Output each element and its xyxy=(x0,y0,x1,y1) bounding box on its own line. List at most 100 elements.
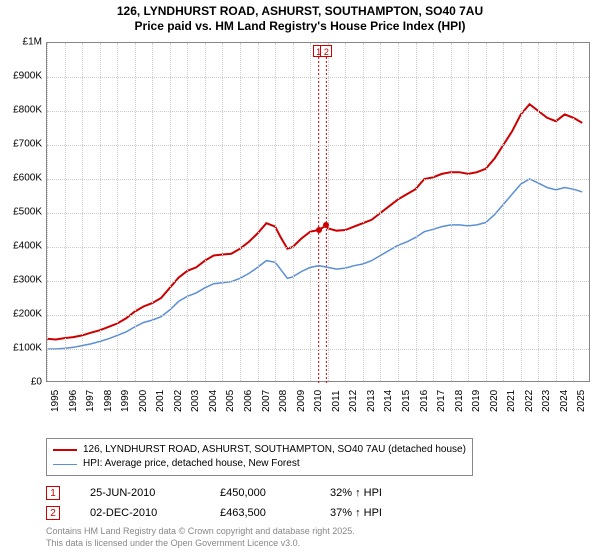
x-axis-label: 2007 xyxy=(261,390,272,412)
gridline-h xyxy=(47,213,589,214)
gridline-v xyxy=(433,43,434,381)
y-axis-label: £400K xyxy=(13,241,42,252)
gridline-v xyxy=(416,43,417,381)
transaction-price: £450,000 xyxy=(220,487,300,499)
gridline-v xyxy=(65,43,66,381)
gridline-v xyxy=(538,43,539,381)
gridline-v xyxy=(310,43,311,381)
transaction-rows: 1 25-JUN-2010 £450,000 32% ↑ HPI 2 02-DEC-201… xyxy=(46,486,586,520)
x-axis-label: 2022 xyxy=(524,390,535,412)
sale-point xyxy=(323,222,329,228)
gridline-v xyxy=(486,43,487,381)
x-axis-label: 2019 xyxy=(471,390,482,412)
x-axis-label: 1998 xyxy=(103,390,114,412)
gridline-h xyxy=(47,77,589,78)
x-axis-label: 2001 xyxy=(155,390,166,412)
gridline-v xyxy=(398,43,399,381)
title-line-1: 126, LYNDHURST ROAD, ASHURST, SOUTHAMPTO… xyxy=(0,4,600,19)
x-axis-label: 2025 xyxy=(576,390,587,412)
x-axis-label: 2016 xyxy=(419,390,430,412)
x-axis-label: 2020 xyxy=(489,390,500,412)
gridline-v xyxy=(468,43,469,381)
transaction-price: £463,500 xyxy=(220,507,300,519)
chart-area: 12 £0£100K£200K£300K£400K£500K£600K£700K… xyxy=(46,42,590,412)
gridline-v xyxy=(345,43,346,381)
y-axis-label: £100K xyxy=(13,343,42,354)
x-axis-label: 2018 xyxy=(454,390,465,412)
gridline-v xyxy=(187,43,188,381)
attribution-line-1: Contains HM Land Registry data © Crown c… xyxy=(46,526,586,538)
gridline-v xyxy=(205,43,206,381)
title-line-2: Price paid vs. HM Land Registry's House … xyxy=(0,19,600,34)
gridline-v xyxy=(451,43,452,381)
x-axis-label: 1996 xyxy=(68,390,79,412)
x-axis-label: 2011 xyxy=(331,390,342,412)
gridline-v xyxy=(258,43,259,381)
gridline-v xyxy=(47,43,48,381)
x-axis-label: 2017 xyxy=(436,390,447,412)
plot-region: 12 xyxy=(46,42,590,382)
y-axis-label: £0 xyxy=(31,377,42,388)
chart-titles: 126, LYNDHURST ROAD, ASHURST, SOUTHAMPTO… xyxy=(0,0,600,34)
gridline-h xyxy=(47,247,589,248)
x-axis-label: 1995 xyxy=(50,390,61,412)
gridline-h xyxy=(47,179,589,180)
y-axis-label: £300K xyxy=(13,275,42,286)
series-line xyxy=(47,179,582,349)
gridline-v xyxy=(275,43,276,381)
gridline-h xyxy=(47,315,589,316)
gridline-v xyxy=(170,43,171,381)
gridline-v xyxy=(135,43,136,381)
x-axis-label: 1997 xyxy=(85,390,96,412)
gridline-v xyxy=(363,43,364,381)
transaction-marker: 2 xyxy=(46,506,60,520)
legend-label: 126, LYNDHURST ROAD, ASHURST, SOUTHAMPTO… xyxy=(83,443,466,457)
x-axis-label: 2021 xyxy=(506,390,517,412)
x-axis-label: 2024 xyxy=(559,390,570,412)
y-axis-label: £1M xyxy=(23,37,42,48)
x-axis-label: 2023 xyxy=(541,390,552,412)
legend-swatch xyxy=(53,464,77,465)
gridline-v xyxy=(100,43,101,381)
transaction-date: 02-DEC-2010 xyxy=(90,507,190,519)
sale-marker: 2 xyxy=(320,45,332,57)
attribution: Contains HM Land Registry data © Crown c… xyxy=(46,526,586,549)
transaction-marker: 1 xyxy=(46,486,60,500)
x-axis-label: 2004 xyxy=(208,390,219,412)
transaction-delta: 32% ↑ HPI xyxy=(330,487,382,499)
series-line xyxy=(47,104,582,339)
y-axis-label: £600K xyxy=(13,173,42,184)
x-axis-label: 2000 xyxy=(138,390,149,412)
y-axis-label: £500K xyxy=(13,207,42,218)
y-axis-label: £900K xyxy=(13,71,42,82)
transaction-delta: 37% ↑ HPI xyxy=(330,507,382,519)
x-axis-label: 2005 xyxy=(225,390,236,412)
x-axis-label: 2014 xyxy=(383,390,394,412)
gridline-v xyxy=(573,43,574,381)
gridline-v xyxy=(328,43,329,381)
gridline-v xyxy=(117,43,118,381)
gridline-v xyxy=(380,43,381,381)
legend-label: HPI: Average price, detached house, New … xyxy=(83,457,300,471)
transaction-date: 25-JUN-2010 xyxy=(90,487,190,499)
x-axis-label: 2008 xyxy=(278,390,289,412)
gridline-h xyxy=(47,111,589,112)
attribution-line-2: This data is licensed under the Open Gov… xyxy=(46,538,586,550)
x-axis-label: 2013 xyxy=(366,390,377,412)
legend-box: 126, LYNDHURST ROAD, ASHURST, SOUTHAMPTO… xyxy=(46,438,473,476)
transaction-row: 1 25-JUN-2010 £450,000 32% ↑ HPI xyxy=(46,486,586,500)
sale-point xyxy=(316,227,322,233)
x-axis-label: 2010 xyxy=(313,390,324,412)
gridline-v xyxy=(152,43,153,381)
y-axis-label: £700K xyxy=(13,139,42,150)
gridline-v xyxy=(521,43,522,381)
transaction-row: 2 02-DEC-2010 £463,500 37% ↑ HPI xyxy=(46,506,586,520)
gridline-v xyxy=(222,43,223,381)
gridline-v xyxy=(503,43,504,381)
gridline-v xyxy=(293,43,294,381)
x-axis-label: 2015 xyxy=(401,390,412,412)
y-axis-label: £200K xyxy=(13,309,42,320)
gridline-v xyxy=(556,43,557,381)
legend-row: HPI: Average price, detached house, New … xyxy=(53,457,466,471)
x-axis-label: 2012 xyxy=(348,390,359,412)
